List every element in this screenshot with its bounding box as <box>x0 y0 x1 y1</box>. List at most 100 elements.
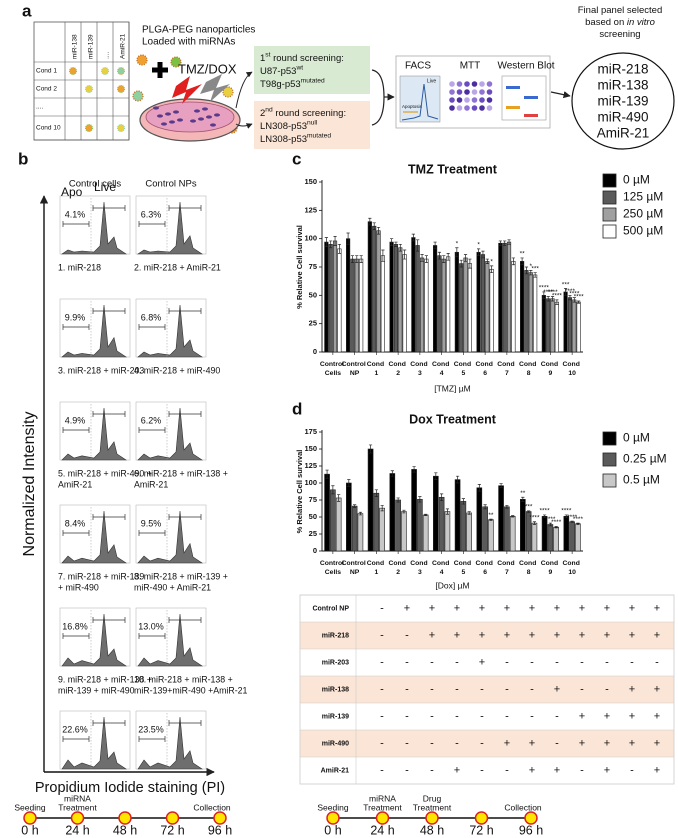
x-tick-label-line: Cond <box>388 560 407 567</box>
x-tick-label: Cond 5 <box>454 560 473 576</box>
nanoparticle <box>132 90 144 102</box>
table-cell: + <box>629 602 635 614</box>
histogram <box>137 716 203 770</box>
apoptotic-percent: 4.9% <box>65 415 86 425</box>
bar <box>357 513 364 552</box>
screening-text-part: round screening: <box>273 108 346 119</box>
screening-text-sup: wt <box>295 64 303 71</box>
table-cell: - <box>405 710 409 722</box>
table-cell: + <box>629 629 635 641</box>
x-tick-label: Cond 4 <box>432 560 451 576</box>
cell <box>169 120 175 124</box>
significance: *** <box>562 281 570 288</box>
cell <box>161 122 167 126</box>
bar <box>335 497 342 552</box>
table-cell: - <box>530 710 534 722</box>
table-row-label: miR-490 <box>322 740 349 747</box>
histogram <box>137 613 203 667</box>
significance: **** <box>529 514 540 521</box>
gate-live <box>168 411 202 417</box>
x-tick-label-line: Cond <box>367 361 386 368</box>
table-row-label: miR-218 <box>322 632 349 639</box>
x-tick-label-line: Cond <box>497 560 516 567</box>
gate-live <box>92 205 126 211</box>
screening-text: 2nd round screening: <box>260 106 346 118</box>
bar <box>476 487 483 552</box>
table-cell: + <box>504 629 510 641</box>
bar <box>454 251 459 353</box>
table-cell: - <box>455 710 459 722</box>
table-cell: - <box>430 737 434 749</box>
table-row <box>300 595 674 622</box>
table-cell: + <box>654 629 660 641</box>
error-bar <box>570 520 574 523</box>
x-tick-label-line: 7 <box>505 569 509 576</box>
bar <box>476 251 481 353</box>
histogram-caption: 6. miR-218 + miR-138 + <box>134 468 228 478</box>
screening-text-part: U87-p53 <box>260 66 296 77</box>
x-tick-label-line: 4 <box>440 370 444 377</box>
bar <box>563 516 570 552</box>
gate-live <box>168 514 202 520</box>
assay-label: MTT <box>460 61 481 72</box>
gate-apo <box>62 736 90 742</box>
screening-text-part: 2 <box>260 108 265 119</box>
final-title-part: Final panel selected <box>578 5 663 16</box>
error-bar <box>368 217 372 226</box>
gate-live <box>92 514 126 520</box>
error-bar <box>350 255 355 263</box>
table-cell: - <box>480 683 484 695</box>
error-bar <box>459 259 463 268</box>
table-cell: - <box>380 710 384 722</box>
histogram <box>137 201 203 255</box>
error-bar <box>396 497 400 503</box>
bar <box>506 241 512 353</box>
x-tick-label-line: 3 <box>418 370 422 377</box>
table-cell: - <box>505 656 509 668</box>
x-tick-label: Cond 3 <box>410 560 429 576</box>
error-bar <box>483 504 487 510</box>
x-tick-label-line: 9 <box>548 569 552 576</box>
table-frame <box>299 594 675 785</box>
time-label: 24 h <box>370 823 394 837</box>
significance: *** <box>525 504 533 511</box>
x-tick-label: Cond 2 <box>388 560 407 576</box>
histogram-frame <box>135 298 207 358</box>
arrow <box>550 91 571 99</box>
timeline-event: miRNA <box>369 793 396 803</box>
bar <box>415 245 420 353</box>
table-row-label: AmiR-21 <box>321 767 350 774</box>
bar <box>438 496 445 552</box>
error-bar <box>463 254 468 262</box>
table-cell: + <box>429 629 435 641</box>
gate-apo <box>62 427 90 433</box>
error-bar <box>424 513 428 516</box>
histogram-frame <box>59 298 131 358</box>
legend-swatch <box>602 473 617 488</box>
nanoparticle <box>85 85 93 93</box>
screening-text: U87-p53wt <box>260 64 303 76</box>
table-cell: - <box>380 629 384 641</box>
x-tick-label-line: Cond <box>432 560 451 567</box>
x-tick-label-line: Cond <box>475 361 494 368</box>
histogram-caption: 3. miR-218 + miR-203 <box>58 365 144 375</box>
mtt-well <box>464 89 470 95</box>
y-axis-label: % Relative Cell survival <box>295 450 304 534</box>
x-tick-label: Cond 10 <box>562 560 581 576</box>
table-cell: + <box>554 683 560 695</box>
table-cell: - <box>505 710 509 722</box>
bar <box>351 505 358 552</box>
timepoint <box>375 811 390 825</box>
significance: **** <box>540 508 551 515</box>
table-cell: + <box>604 764 610 776</box>
screening-text: LN308-p53mutated <box>260 132 331 144</box>
table-cell: - <box>555 656 559 668</box>
axis-label: Normalized Intensity <box>21 412 38 557</box>
x-tick-label: Cond 2 <box>388 361 407 377</box>
error-bar <box>542 291 546 300</box>
table-cell: - <box>505 683 509 695</box>
bar <box>546 298 551 353</box>
mtt-well <box>486 89 493 95</box>
bar <box>389 241 394 353</box>
